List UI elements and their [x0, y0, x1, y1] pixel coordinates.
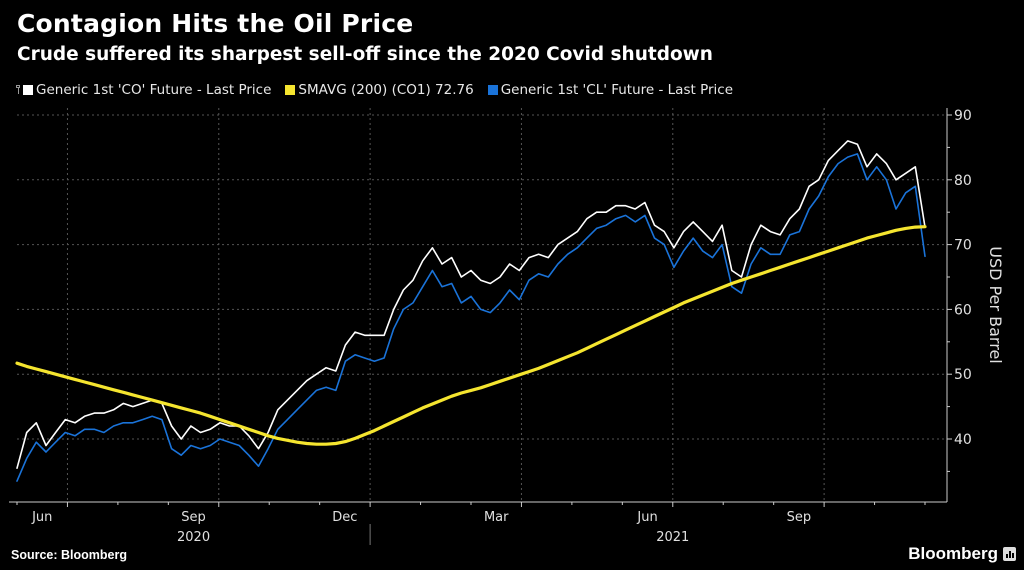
y-tick-label: 60: [954, 302, 972, 318]
legend-item-smavg[interactable]: SMAVG (200) (CO1) 72.76: [285, 82, 474, 98]
y-tick-label: 70: [954, 238, 972, 254]
legend-swatch-smavg: [285, 85, 296, 95]
x-tick-label: Jun: [31, 510, 52, 525]
y-axis-title: USD Per Barrel: [986, 246, 1005, 363]
source-note: Source: Bloomberg: [11, 548, 127, 562]
chart-subtitle: Crude suffered its sharpest sell-off sin…: [17, 44, 713, 65]
legend-label-cl: Generic 1st 'CL' Future - Last Price: [500, 82, 734, 98]
x-tick-label: Sep: [181, 510, 206, 525]
bloomberg-chart-icon: [1003, 547, 1016, 561]
legend-item-cl[interactable]: Generic 1st 'CL' Future - Last Price: [487, 82, 734, 98]
x-year-label: 2020: [177, 530, 210, 545]
legend-swatch-co: [23, 85, 33, 95]
y-tick-label: 40: [954, 432, 972, 448]
y-tick-label: 80: [954, 173, 972, 189]
series-line-smavg: [15, 225, 927, 446]
brand-logo: Bloomberg: [908, 544, 998, 563]
legend-label-co: Generic 1st 'CO' Future - Last Price: [36, 82, 272, 98]
series-line-cl: [16, 153, 926, 482]
legend-swatch-cl: [487, 85, 498, 95]
x-tick-label: Dec: [332, 510, 357, 525]
series-group: [15, 140, 927, 482]
x-tick-label: Jun: [636, 510, 657, 525]
axes: 40 50 60 70 80 90 Jun Sep Dec Mar Jun Sep 2020 2021: [9, 108, 972, 545]
y-tick-label: 50: [954, 367, 972, 383]
grid: [17, 108, 947, 502]
x-tick-label: Sep: [787, 510, 812, 525]
y-tick-label: 90: [954, 108, 972, 124]
series-line-co: [16, 140, 926, 470]
x-year-label: 2021: [656, 530, 689, 545]
chart-title: Contagion Hits the Oil Price: [17, 9, 414, 38]
pin-icon[interactable]: [16, 85, 21, 95]
legend-item-co[interactable]: Generic 1st 'CO' Future - Last Price: [23, 82, 271, 98]
legend: Generic 1st 'CO' Future - Last Price SMA…: [16, 82, 747, 98]
legend-label-smavg: SMAVG (200) (CO1) 72.76: [298, 82, 474, 98]
x-tick-label: Mar: [484, 510, 509, 525]
